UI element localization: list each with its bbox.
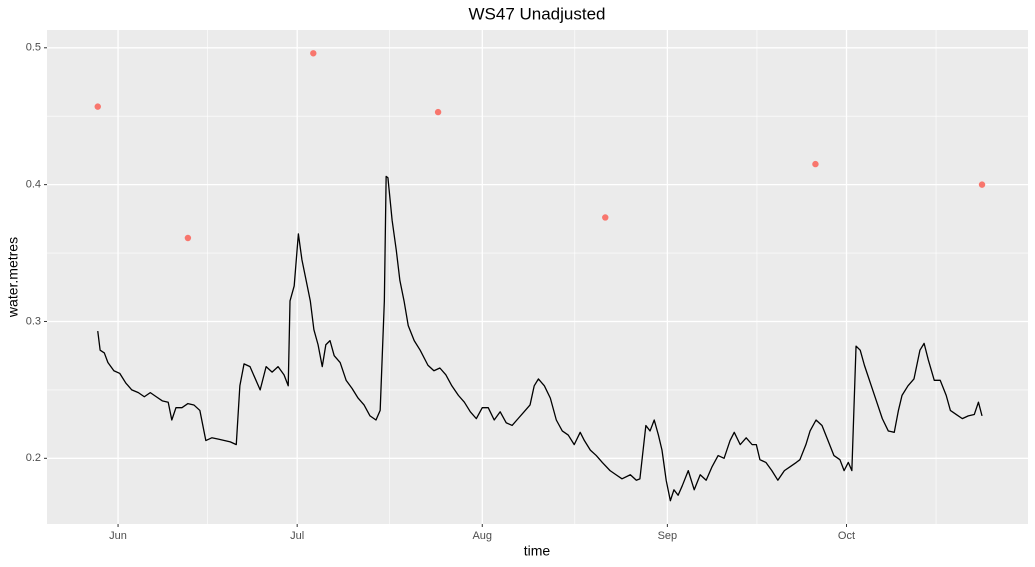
x-tick-label: Sep — [658, 530, 678, 542]
y-tick-label: 0.4 — [26, 179, 41, 191]
point — [310, 50, 317, 57]
point — [602, 214, 609, 221]
x-tick-label: Jul — [290, 530, 304, 542]
point — [184, 234, 192, 242]
x-tick-label: Jun — [109, 530, 127, 542]
y-tick-label: 0.2 — [26, 452, 41, 464]
chart-title: WS47 Unadjusted — [468, 4, 605, 23]
panel — [47, 30, 1028, 524]
line — [97, 175, 983, 502]
y-tick-label: 0.5 — [26, 42, 41, 54]
x-tick-label: Oct — [838, 530, 855, 542]
point — [94, 103, 101, 110]
point — [812, 160, 819, 168]
y-tick-label: 0.3 — [26, 315, 41, 327]
x-tick-label: Aug — [472, 530, 492, 542]
point — [978, 181, 986, 188]
y-axis-title: water.metres — [5, 237, 21, 318]
point — [434, 108, 442, 116]
x-axis-title: time — [524, 543, 551, 559]
